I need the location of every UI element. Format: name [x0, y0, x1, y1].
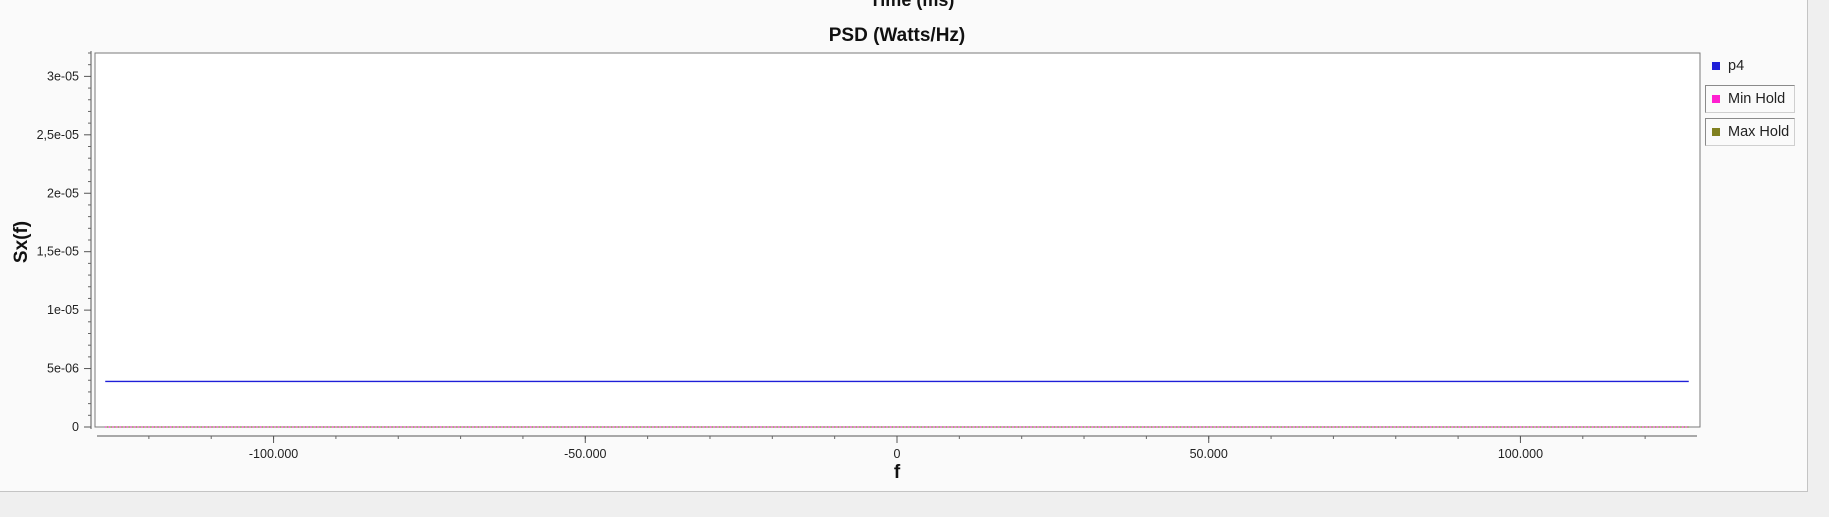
y-tick-label: 3e-05 [47, 69, 79, 83]
y-axis-label: Sx(f) [11, 221, 32, 263]
x-tick-label: 50.000 [1190, 447, 1228, 461]
y-tick-label: 5e-06 [47, 362, 79, 376]
series-layer [105, 380, 1689, 428]
x-axis-label: f [894, 462, 901, 483]
x-tick-label: -100.000 [249, 447, 298, 461]
psd-chart: Time (ms) PSD (Watts/Hz) 0 5e-06 1e-05 1,5e… [11, 0, 1701, 483]
legend-label: p4 [1728, 58, 1745, 74]
x-tick-label: 0 [894, 447, 901, 461]
previous-plot-axis-label: Time (ms) [870, 0, 955, 10]
legend-swatch [1712, 128, 1720, 136]
x-tick-label: -50.000 [564, 447, 606, 461]
legend-item-max-hold[interactable]: Max Hold [1705, 118, 1795, 146]
legend-item-p4[interactable]: p4 [1705, 52, 1795, 80]
legend-swatch [1712, 62, 1720, 70]
x-tick-label: 100.000 [1498, 447, 1543, 461]
chart-title: PSD (Watts/Hz) [829, 25, 966, 46]
y-axis: 0 5e-06 1e-05 1,5e-05 2e-05 2,5e-05 3e-05 [37, 51, 92, 434]
y-tick-label: 1e-05 [47, 303, 79, 317]
y-tick-label: 2,5e-05 [37, 128, 79, 142]
y-tick-label: 1,5e-05 [37, 245, 79, 259]
legend-item-min-hold[interactable]: Min Hold [1705, 85, 1795, 113]
legend-label: Min Hold [1728, 91, 1786, 107]
legend-swatch [1712, 95, 1720, 103]
y-tick-label: 0 [72, 420, 79, 434]
legend: p4 Min Hold Max Hold [1705, 52, 1795, 151]
plot-area[interactable] [94, 52, 1701, 428]
legend-label: Max Hold [1728, 124, 1790, 140]
x-axis: -100.000 -50.000 0 50.000 100.000 [97, 435, 1697, 461]
plot-panel: Time (ms) PSD (Watts/Hz) 0 5e-06 1e-05 1,5e… [0, 0, 1808, 492]
y-tick-label: 2e-05 [47, 186, 79, 200]
